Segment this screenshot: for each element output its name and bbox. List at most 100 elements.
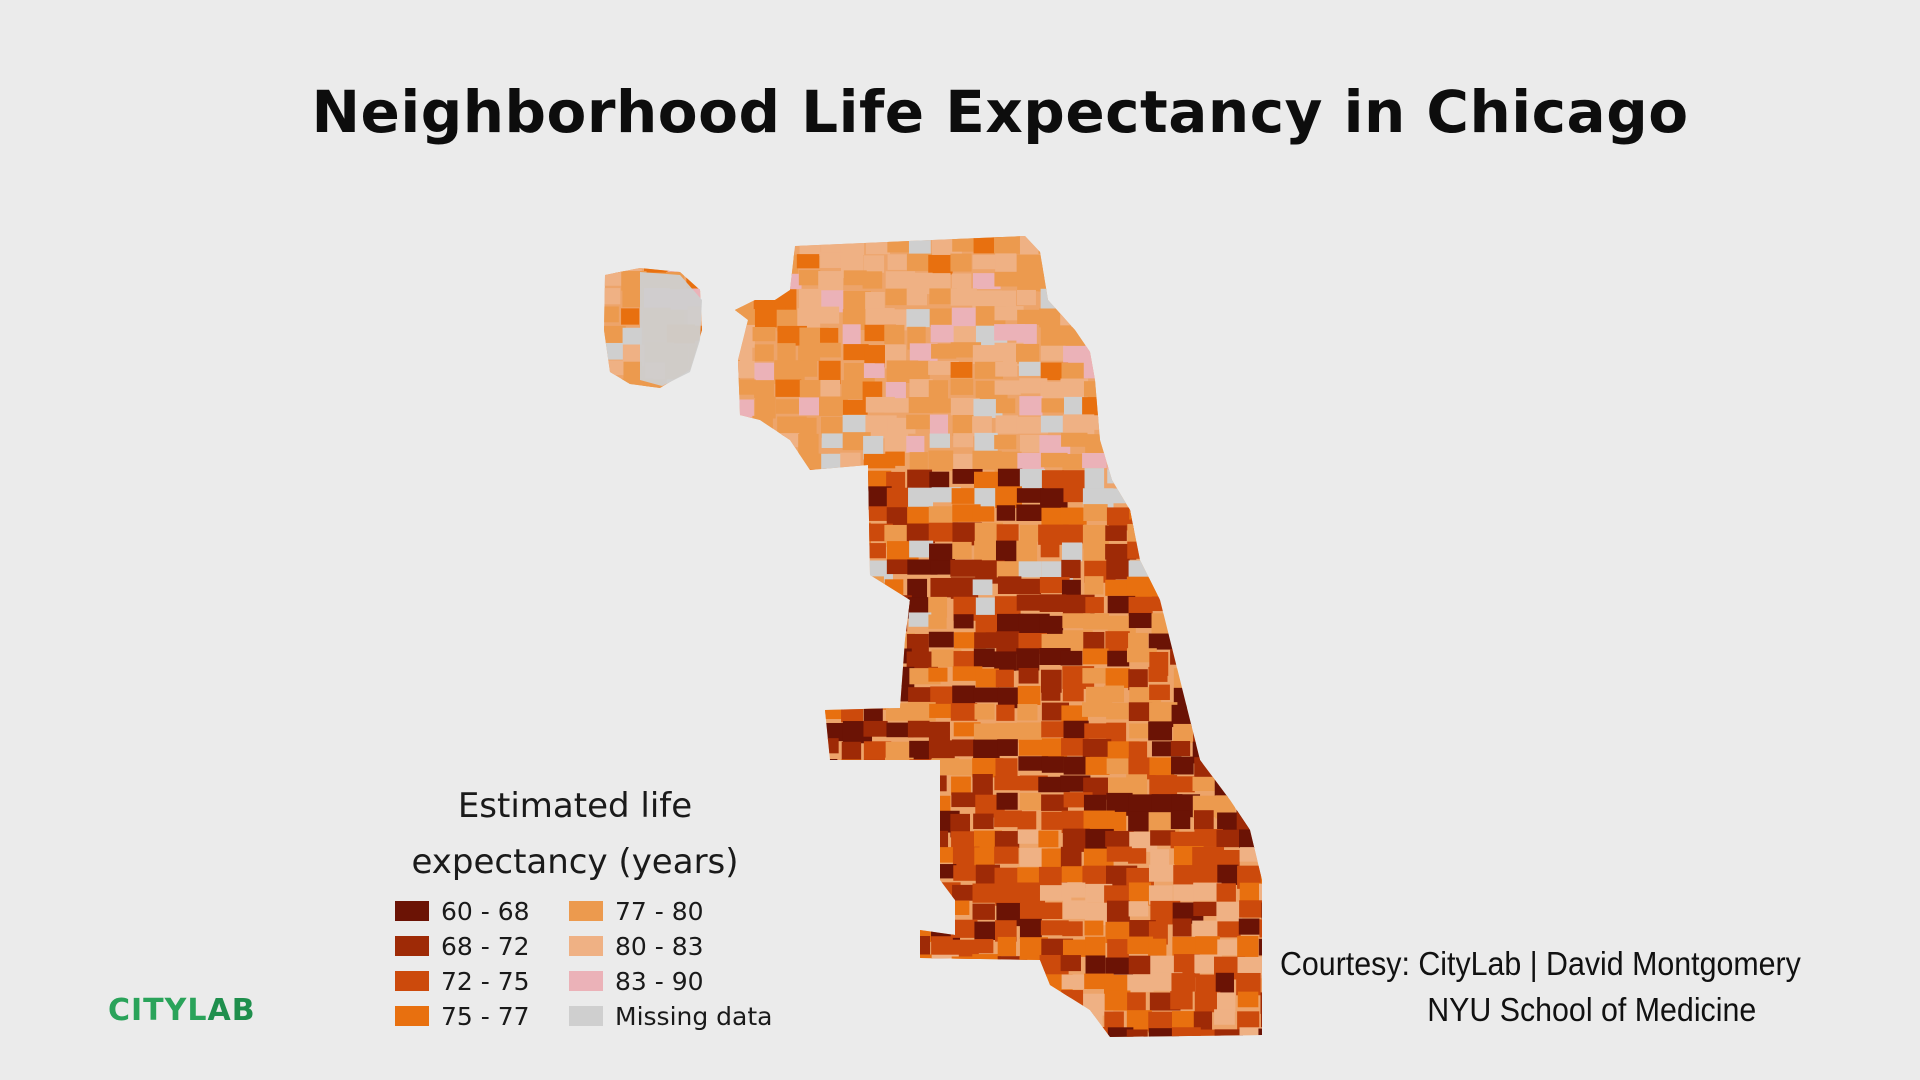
map-tract-cell <box>643 489 669 510</box>
map-tract-cell <box>1083 541 1107 561</box>
map-tract-cell <box>1148 415 1177 430</box>
map-tract-cell <box>1127 363 1151 388</box>
map-tract-cell <box>1214 776 1237 798</box>
map-tract-cell <box>708 541 729 565</box>
map-tract-cell <box>732 705 764 720</box>
map-tract-cell <box>1126 378 1152 395</box>
map-tract-cell <box>1040 543 1060 558</box>
map-tract-cell <box>862 993 888 1014</box>
map-tract-cell <box>752 327 776 342</box>
map-tract-cell <box>1127 273 1148 296</box>
map-tract-cell <box>951 776 971 796</box>
map-tract-cell <box>799 974 825 992</box>
map-tract-cell <box>754 1029 782 1037</box>
legend-label: 60 - 68 <box>441 896 530 926</box>
map-tract-cell <box>909 884 933 902</box>
map-tract-cell <box>929 433 951 448</box>
map-tract-cell <box>1170 469 1197 484</box>
map-tract-cell <box>1083 1027 1109 1037</box>
map-tract-cell <box>1126 1010 1152 1031</box>
map-tract-cell <box>730 360 755 378</box>
map-tract-cell <box>1126 867 1154 886</box>
map-tract-cell <box>775 686 803 709</box>
map-tract-cell <box>1105 273 1134 297</box>
map-tract-cell <box>799 704 826 729</box>
map-tract-cell <box>688 632 709 653</box>
map-tract-cell <box>797 864 827 881</box>
map-tract-cell <box>1216 540 1237 563</box>
map-tract-cell <box>1107 288 1128 309</box>
map-tract-cell <box>1148 577 1167 599</box>
map-tract-cell <box>1215 378 1234 401</box>
map-tract-cell <box>974 522 1004 542</box>
map-tract-cell <box>1018 361 1041 376</box>
map-tract-cell <box>1127 398 1159 414</box>
map-tract-cell <box>996 505 1016 521</box>
map-tract-cell <box>863 741 892 765</box>
map-tract-cell <box>1238 684 1262 702</box>
map-tract-cell <box>906 414 936 430</box>
map-tract-cell <box>604 451 627 474</box>
map-tract-cell <box>951 488 982 504</box>
map-tract-cell <box>667 614 694 635</box>
map-tract-cell <box>1083 1009 1103 1033</box>
map-tract-cell <box>1017 452 1045 473</box>
map-title: Neighborhood Life Expectancy in Chicago <box>0 78 1920 146</box>
map-tract-cell <box>731 920 753 935</box>
map-tract-cell <box>862 381 883 402</box>
map-tract-cell <box>686 236 718 258</box>
map-tract-cell <box>1215 396 1240 413</box>
map-tract-cell <box>666 379 692 399</box>
map-tract-cell <box>686 507 713 526</box>
map-tract-cell <box>907 253 933 271</box>
legend-label: 77 - 80 <box>615 896 704 926</box>
map-tract-cell <box>1239 451 1259 471</box>
map-tract-cell <box>1259 792 1262 814</box>
map-tract-cell <box>798 777 827 795</box>
map-tract-cell <box>731 255 761 275</box>
map-tract-cell <box>1173 865 1194 885</box>
map-tract-cell <box>972 579 993 596</box>
map-tract-cell <box>818 271 844 291</box>
map-tract-cell <box>950 919 978 938</box>
map-title-text: Neighborhood Life Expectancy in Chicago <box>311 78 1689 146</box>
map-tract-cell <box>863 576 884 593</box>
map-tract-cell <box>928 740 955 760</box>
map-tract-cell <box>1083 360 1103 379</box>
map-tract-cell <box>885 288 909 306</box>
map-tract-cell <box>1238 918 1260 935</box>
map-tract-cell <box>709 668 740 689</box>
map-tract-cell <box>1151 558 1182 575</box>
map-tract-cell <box>775 273 802 290</box>
map-tract-cell <box>1082 668 1113 684</box>
map-tract-cell <box>1128 757 1156 780</box>
map-tract-cell <box>886 936 915 953</box>
map-tract-cell <box>753 505 784 526</box>
map-tract-cell <box>776 309 798 332</box>
map-tract-cell <box>797 849 829 873</box>
map-tract-cell <box>820 379 841 399</box>
credit-text: Courtesy: CityLab | David Montgomery NYU… <box>1280 945 1832 1029</box>
map-tract-cell <box>906 936 931 958</box>
map-tract-cell <box>621 396 646 412</box>
map-tract-cell <box>708 360 740 380</box>
map-tract-cell <box>974 991 993 1010</box>
map-tract-cell <box>1061 974 1088 990</box>
map-tract-cell <box>1148 938 1167 957</box>
map-tract-cell <box>820 542 849 562</box>
map-tract-cell <box>730 435 751 452</box>
map-tract-cell <box>709 237 731 257</box>
map-tract-cell <box>1239 1027 1262 1037</box>
map-tract-cell <box>996 704 1015 721</box>
map-tract-cell <box>798 720 819 739</box>
map-tract-cell <box>1041 507 1063 530</box>
map-tract-cell <box>774 541 804 560</box>
map-tract-cell <box>1216 344 1244 365</box>
map-tract-cell <box>1170 378 1198 395</box>
map-tract-cell <box>1041 633 1070 650</box>
map-tract-cell <box>1016 722 1043 740</box>
map-tract-cell <box>776 579 808 602</box>
map-tract-cell <box>799 649 821 669</box>
legend-label: 72 - 75 <box>441 966 530 996</box>
map-tract-cell <box>862 866 887 890</box>
